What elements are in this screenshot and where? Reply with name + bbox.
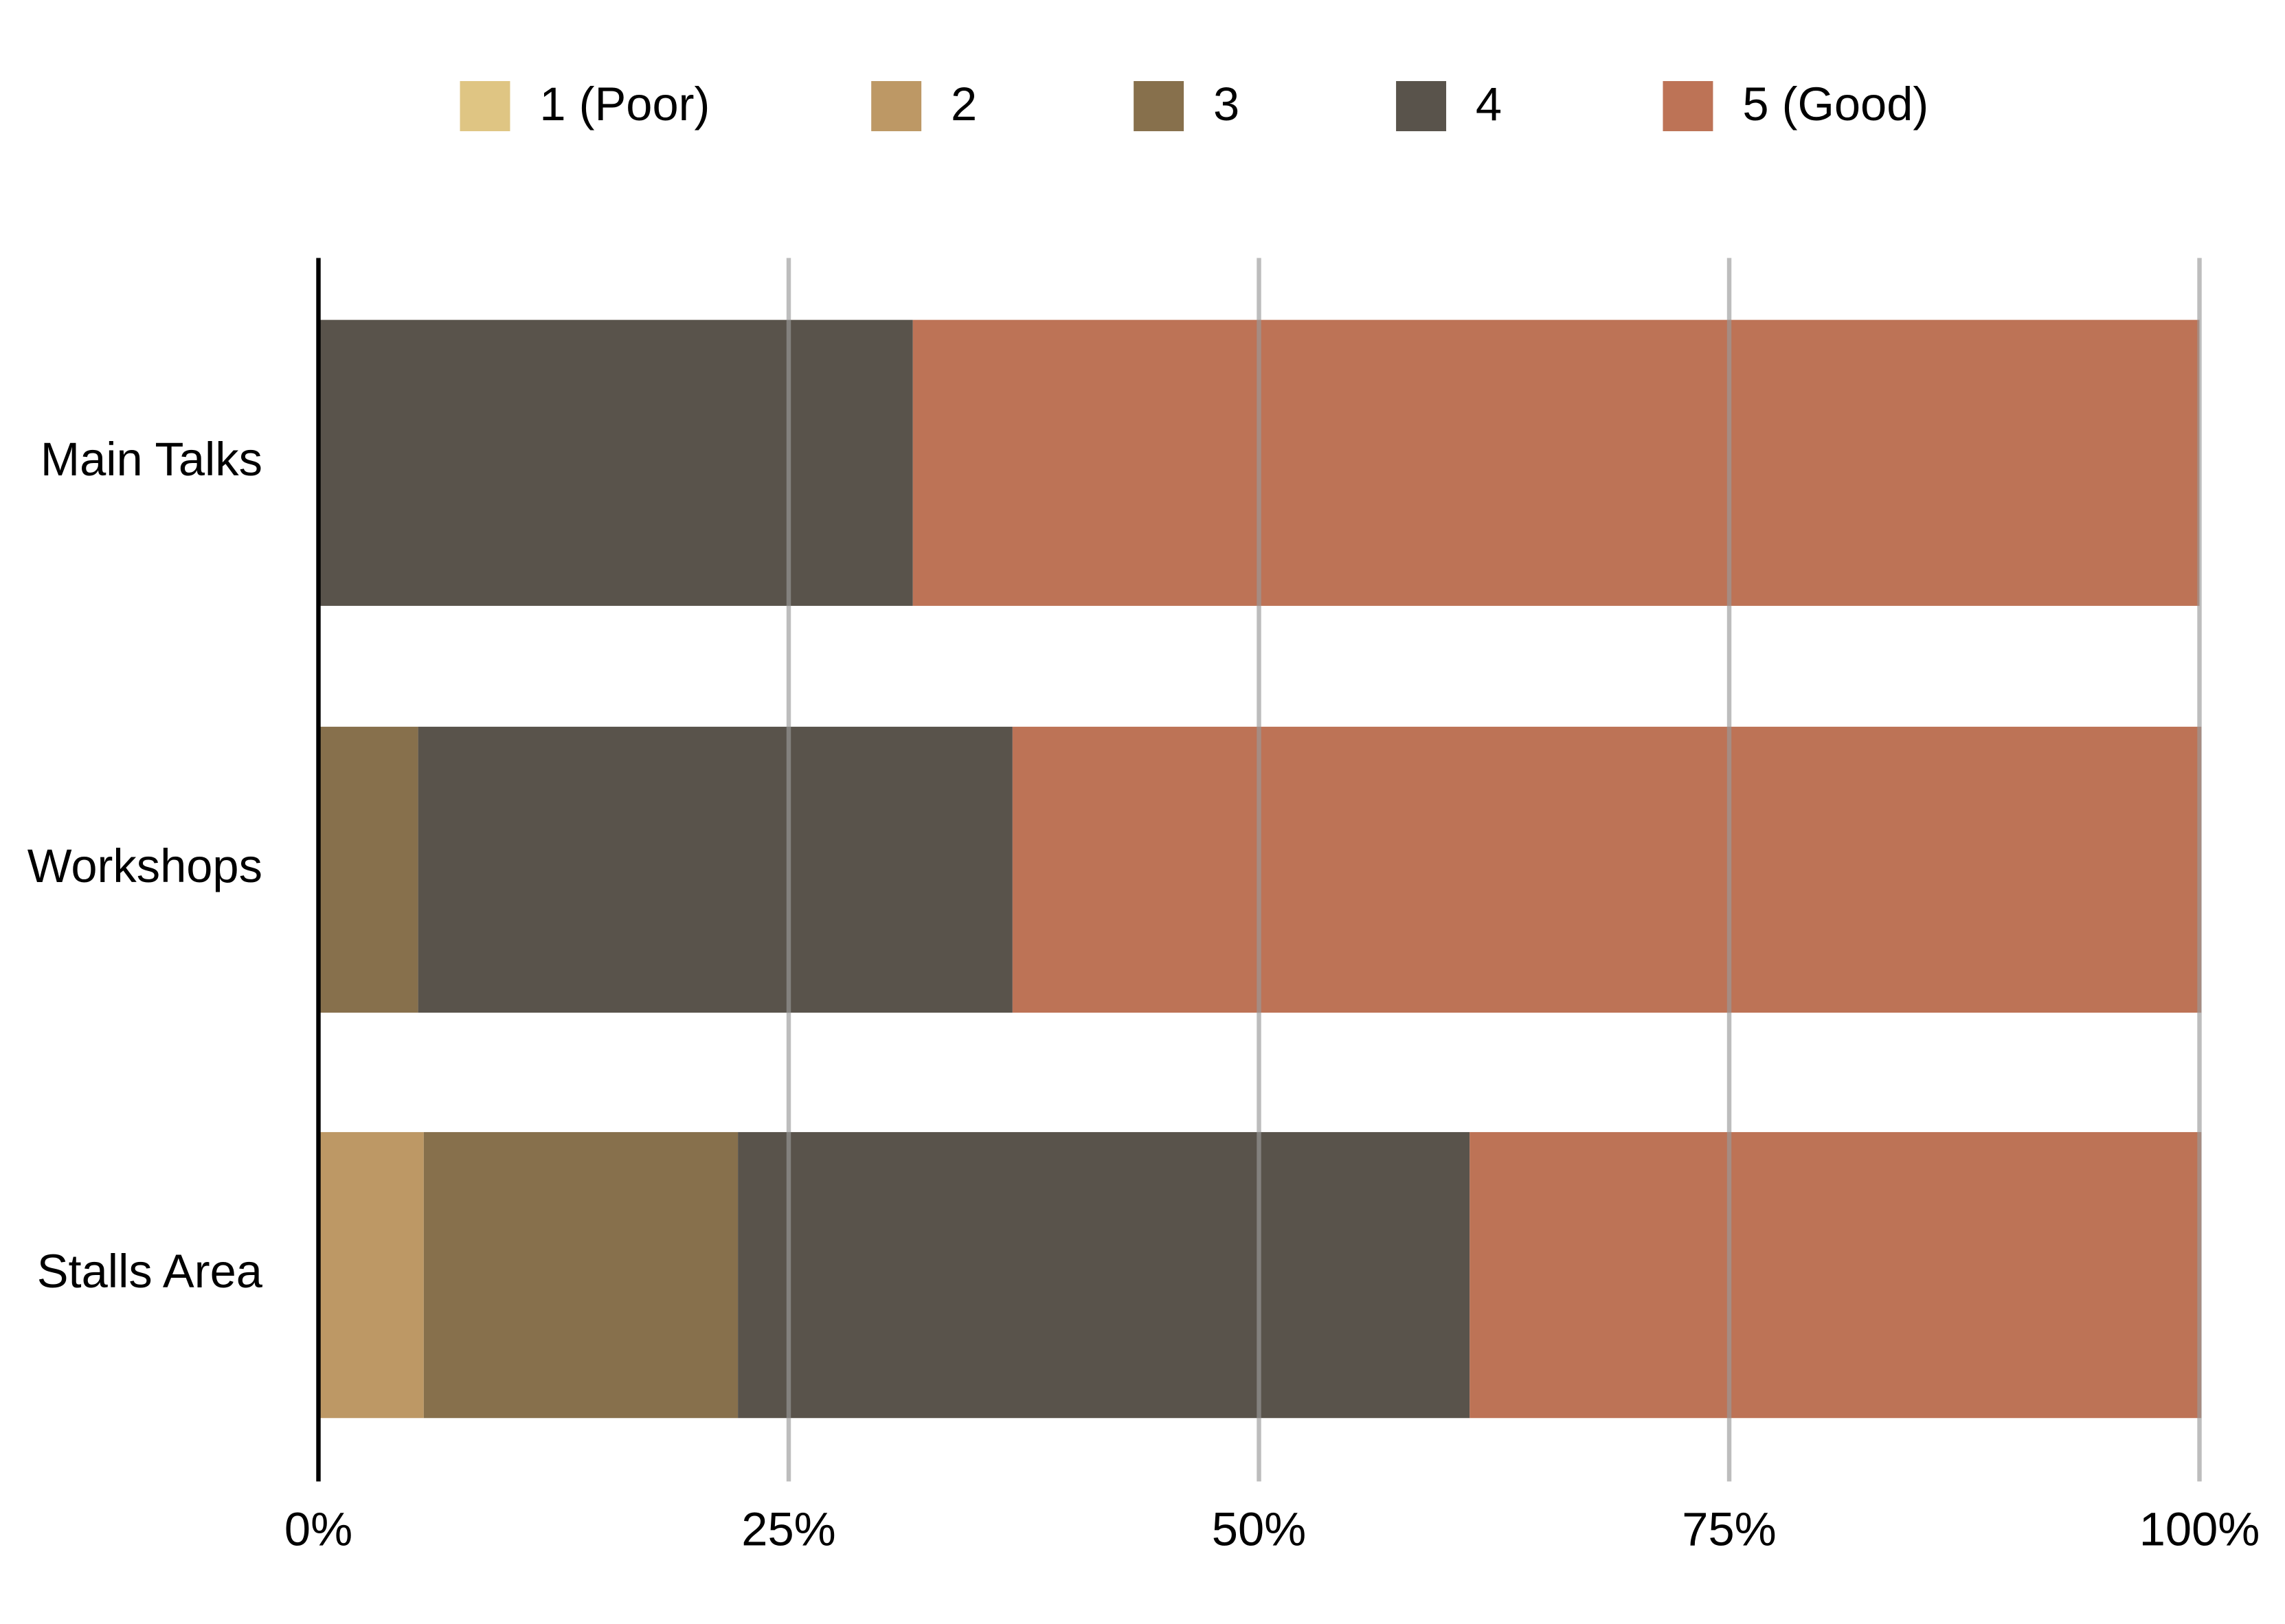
bar-segment <box>1470 1131 2202 1419</box>
y-tick-label: Stalls Area <box>37 1245 263 1298</box>
bar-segment <box>318 726 418 1013</box>
legend-swatch <box>1663 81 1713 131</box>
bar-segment <box>423 1131 739 1419</box>
legend-label: 4 <box>1476 78 1502 131</box>
legend-label: 2 <box>951 78 977 131</box>
bar-segment <box>418 726 1013 1013</box>
y-tick-label: Workshops <box>27 839 262 892</box>
x-tick-label: 100% <box>2139 1503 2260 1556</box>
legend-label: 5 (Good) <box>1742 78 1928 131</box>
legend-swatch <box>1134 81 1184 131</box>
bar-segment <box>318 319 913 606</box>
bar-segment <box>738 1131 1470 1419</box>
legend-swatch <box>460 81 510 131</box>
bar-segment <box>1012 726 2202 1013</box>
x-tick-label: 0% <box>284 1503 352 1556</box>
legend-swatch <box>1396 81 1447 131</box>
legend-label: 1 (Poor) <box>539 78 710 131</box>
x-tick-label: 50% <box>1212 1503 1306 1556</box>
legend-label: 3 <box>1213 78 1239 131</box>
bar-segment <box>318 1131 424 1419</box>
y-tick-label: Main Talks <box>41 433 262 486</box>
legend-swatch <box>871 81 922 131</box>
x-tick-label: 25% <box>741 1503 835 1556</box>
bar-segment <box>912 319 2200 606</box>
x-tick-label: 75% <box>1682 1503 1776 1556</box>
